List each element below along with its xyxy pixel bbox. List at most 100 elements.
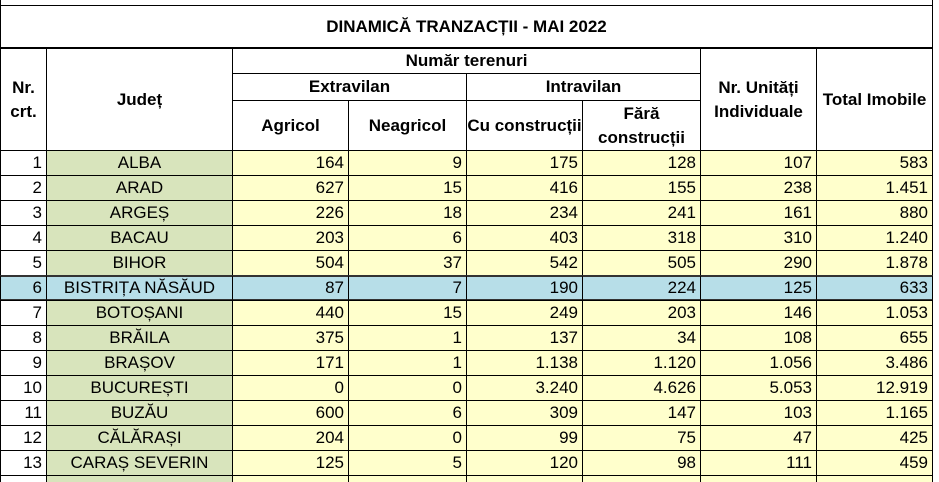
value-cell: 1.878 bbox=[816, 250, 933, 276]
value-cell: 226 bbox=[232, 200, 349, 226]
value-cell: 190 bbox=[466, 275, 583, 301]
header-cell: Fără construcții bbox=[582, 100, 701, 151]
value-cell: 655 bbox=[816, 325, 933, 351]
partial-cell bbox=[232, 475, 349, 482]
value-cell: 1.451 bbox=[816, 175, 933, 201]
row-number: 12 bbox=[0, 425, 47, 451]
row-number: 11 bbox=[0, 400, 47, 426]
value-cell: 147 bbox=[582, 400, 701, 426]
value-cell: 542 bbox=[466, 250, 583, 276]
county: BACAU bbox=[46, 225, 233, 251]
value-cell: 309 bbox=[466, 400, 583, 426]
value-cell: 125 bbox=[232, 450, 349, 476]
value-cell: 107 bbox=[700, 150, 817, 176]
county: BIHOR bbox=[46, 250, 233, 276]
value-cell: 34 bbox=[582, 325, 701, 351]
value-cell: 18 bbox=[348, 200, 467, 226]
partial-cell bbox=[466, 475, 583, 482]
value-cell: 87 bbox=[232, 275, 349, 301]
value-cell: 627 bbox=[232, 175, 349, 201]
value-cell: 137 bbox=[466, 325, 583, 351]
value-cell: 1.138 bbox=[466, 350, 583, 376]
row-number: 9 bbox=[0, 350, 47, 376]
partial-cell bbox=[582, 475, 701, 482]
sheet-column bbox=[932, 0, 939, 482]
row-number: 7 bbox=[0, 300, 47, 326]
value-cell: 403 bbox=[466, 225, 583, 251]
value-cell: 128 bbox=[582, 150, 701, 176]
row-number: 5 bbox=[0, 250, 47, 276]
partial-cell bbox=[700, 475, 817, 482]
county: BRĂILA bbox=[46, 325, 233, 351]
county: ARAD bbox=[46, 175, 233, 201]
value-cell: 459 bbox=[816, 450, 933, 476]
county: BISTRIȚA NĂSĂUD bbox=[46, 275, 233, 301]
value-cell: 98 bbox=[582, 450, 701, 476]
value-cell: 7 bbox=[348, 275, 467, 301]
header-cell: Extravilan bbox=[232, 73, 467, 101]
value-cell: 9 bbox=[348, 150, 467, 176]
row-number: 8 bbox=[0, 325, 47, 351]
header-cell: Agricol bbox=[232, 100, 349, 151]
header-cell: Cu construcții bbox=[466, 100, 583, 151]
value-cell: 504 bbox=[232, 250, 349, 276]
row-number: 6 bbox=[0, 275, 47, 301]
value-cell: 1.120 bbox=[582, 350, 701, 376]
row-number: 3 bbox=[0, 200, 47, 226]
county: CARAȘ SEVERIN bbox=[46, 450, 233, 476]
value-cell: 375 bbox=[232, 325, 349, 351]
value-cell: 37 bbox=[348, 250, 467, 276]
partial-cell bbox=[0, 475, 47, 482]
value-cell: 15 bbox=[348, 300, 467, 326]
value-cell: 4.626 bbox=[582, 375, 701, 401]
value-cell: 505 bbox=[582, 250, 701, 276]
county: CĂLĂRAȘI bbox=[46, 425, 233, 451]
county: BRAȘOV bbox=[46, 350, 233, 376]
value-cell: 224 bbox=[582, 275, 701, 301]
value-cell: 633 bbox=[816, 275, 933, 301]
value-cell: 583 bbox=[816, 150, 933, 176]
row-number: 2 bbox=[0, 175, 47, 201]
header-cell: Nr. Unități Individuale bbox=[700, 48, 817, 151]
header-cell: Nr. crt. bbox=[0, 48, 47, 151]
county: ARGEȘ bbox=[46, 200, 233, 226]
value-cell: 5 bbox=[348, 450, 467, 476]
value-cell: 6 bbox=[348, 225, 467, 251]
header-cell: Intravilan bbox=[466, 73, 701, 101]
value-cell: 111 bbox=[700, 450, 817, 476]
value-cell: 440 bbox=[232, 300, 349, 326]
value-cell: 99 bbox=[466, 425, 583, 451]
value-cell: 600 bbox=[232, 400, 349, 426]
header-cell: Neagricol bbox=[348, 100, 467, 151]
value-cell: 0 bbox=[232, 375, 349, 401]
value-cell: 15 bbox=[348, 175, 467, 201]
value-cell: 310 bbox=[700, 225, 817, 251]
value-cell: 290 bbox=[700, 250, 817, 276]
value-cell: 6 bbox=[348, 400, 467, 426]
value-cell: 3.486 bbox=[816, 350, 933, 376]
partial-cell bbox=[816, 475, 933, 482]
value-cell: 171 bbox=[232, 350, 349, 376]
value-cell: 103 bbox=[700, 400, 817, 426]
value-cell: 5.053 bbox=[700, 375, 817, 401]
value-cell: 47 bbox=[700, 425, 817, 451]
value-cell: 12.919 bbox=[816, 375, 933, 401]
partial-cell bbox=[348, 475, 467, 482]
value-cell: 125 bbox=[700, 275, 817, 301]
partial-cell bbox=[46, 475, 233, 482]
value-cell: 0 bbox=[348, 425, 467, 451]
value-cell: 0 bbox=[348, 375, 467, 401]
table-title: DINAMICĂ TRANZACȚII - MAI 2022 bbox=[0, 5, 933, 49]
value-cell: 161 bbox=[700, 200, 817, 226]
value-cell: 164 bbox=[232, 150, 349, 176]
header-cell: Număr terenuri bbox=[232, 48, 701, 74]
county: BOTOȘANI bbox=[46, 300, 233, 326]
value-cell: 238 bbox=[700, 175, 817, 201]
row-number: 13 bbox=[0, 450, 47, 476]
value-cell: 204 bbox=[232, 425, 349, 451]
value-cell: 75 bbox=[582, 425, 701, 451]
value-cell: 120 bbox=[466, 450, 583, 476]
value-cell: 880 bbox=[816, 200, 933, 226]
value-cell: 146 bbox=[700, 300, 817, 326]
